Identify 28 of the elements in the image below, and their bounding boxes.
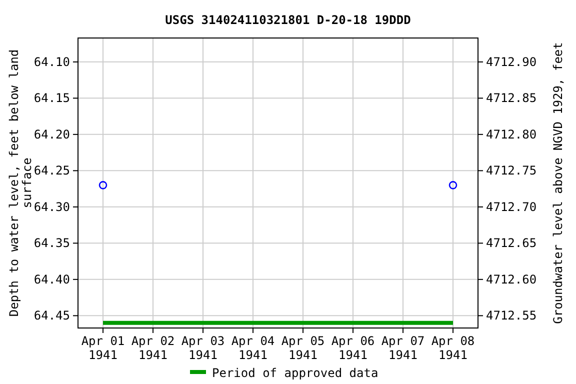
y-tick-label: 64.40 (34, 272, 70, 286)
y-tick-label: 64.15 (34, 91, 70, 106)
y-tick-label: 64.35 (34, 236, 70, 250)
y-tick-label: 64.30 (34, 200, 70, 214)
x-tick-label: Apr 04 1941 (231, 334, 275, 362)
x-tick-label: Apr 03 1941 (181, 334, 225, 362)
x-tick-label: Apr 08 1941 (431, 334, 475, 362)
y2-tick-label: 4712.55 (486, 308, 537, 323)
y2-tick-label: 4712.60 (486, 272, 537, 286)
y2-axis-title: Groundwater level above NGVD 1929, feet (551, 42, 565, 324)
y-tick-label: 64.20 (34, 127, 70, 142)
x-tick-label: Apr 01 1941 (81, 334, 125, 362)
y-tick-label: 64.10 (34, 54, 70, 69)
y2-tick-label: 4712.85 (486, 91, 537, 106)
y2-tick-label: 4712.75 (486, 164, 537, 178)
y2-tick-label: 4712.70 (486, 200, 537, 214)
y-tick-label: 64.45 (34, 308, 70, 323)
chart-title: USGS 314024110321801 D-20-18 19DDD (165, 13, 411, 27)
y2-tick-label: 4712.65 (486, 236, 537, 250)
y-tick-label: 64.25 (34, 164, 70, 178)
y-axis-title: Depth to water level, feet below land surface (7, 49, 34, 317)
legend-label: Period of approved data (212, 366, 378, 380)
x-tick-label: Apr 06 1941 (331, 334, 375, 362)
x-tick-label: Apr 02 1941 (131, 334, 175, 362)
y2-tick-label: 4712.80 (486, 127, 537, 142)
x-tick-label: Apr 05 1941 (281, 334, 325, 362)
x-tick-label: Apr 07 1941 (381, 334, 425, 362)
y2-tick-label: 4712.90 (486, 54, 537, 69)
